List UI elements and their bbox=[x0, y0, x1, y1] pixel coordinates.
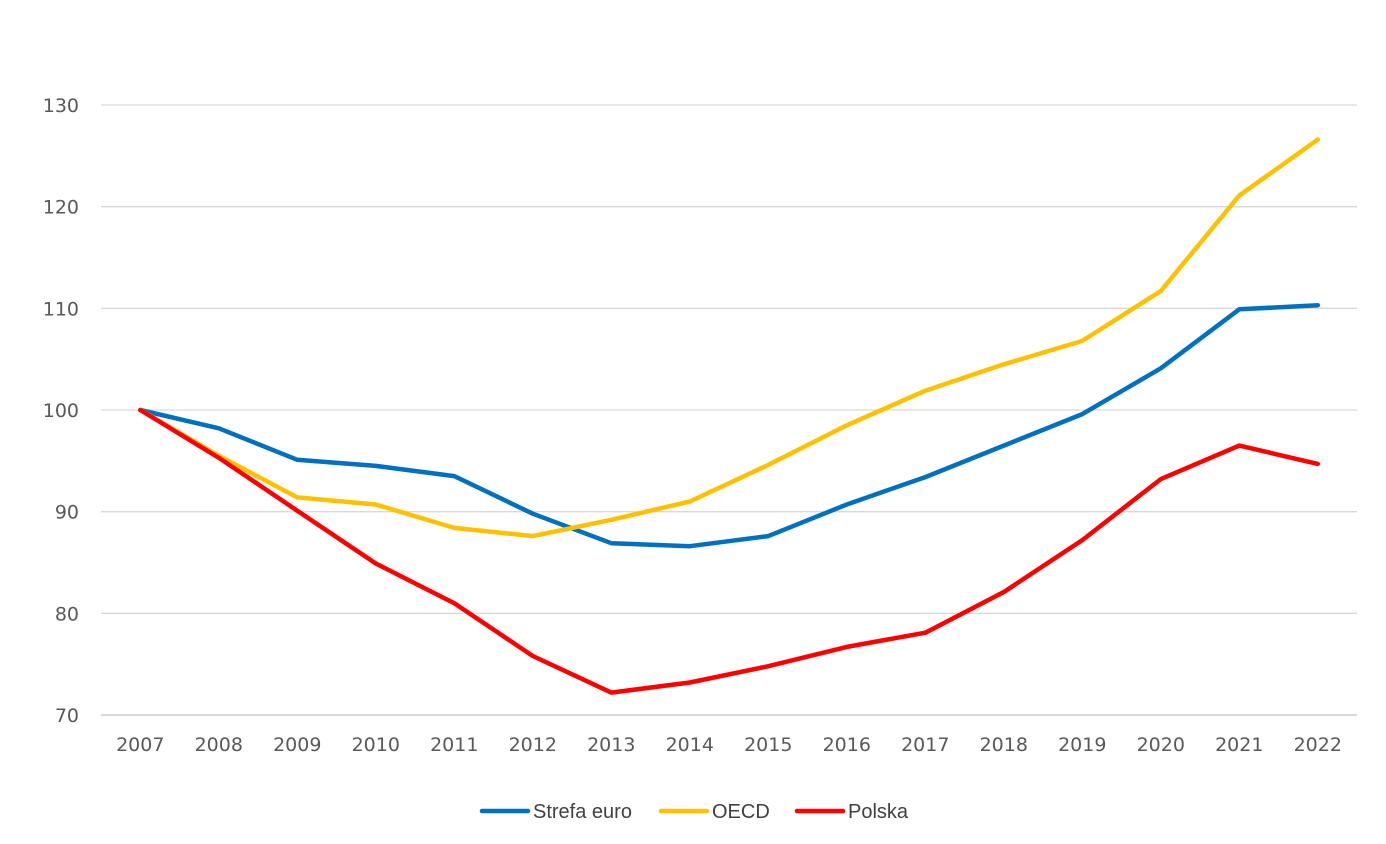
y-tick-label: 130 bbox=[43, 95, 79, 117]
y-tick-label: 120 bbox=[43, 197, 79, 219]
series-line-1 bbox=[138, 137, 1321, 539]
series-lines bbox=[138, 137, 1321, 695]
y-tick-label: 100 bbox=[43, 400, 79, 422]
legend: Strefa euro OECD Polska bbox=[479, 801, 909, 823]
x-tick-label: 2019 bbox=[1058, 734, 1106, 756]
x-tick-label: 2010 bbox=[352, 734, 400, 756]
x-tick-label: 2015 bbox=[744, 734, 792, 756]
x-tick-label: 2018 bbox=[980, 734, 1028, 756]
y-tick-label: 70 bbox=[55, 705, 79, 727]
x-tick-label: 2011 bbox=[430, 734, 478, 756]
x-tick-label: 2007 bbox=[116, 734, 164, 756]
y-tick-label: 90 bbox=[55, 502, 79, 524]
series-line-2 bbox=[138, 407, 1321, 695]
x-tick-label: 2021 bbox=[1215, 734, 1263, 756]
x-tick-label: 2017 bbox=[901, 734, 949, 756]
y-tick-label: 80 bbox=[55, 603, 79, 625]
x-tick-label: 2008 bbox=[195, 734, 243, 756]
y-axis-ticks: 70 80 90 100 110 120 130 bbox=[43, 95, 79, 727]
x-axis-ticks: 2007 2008 2009 2010 2011 2012 2013 2014 2015 2016… bbox=[116, 734, 1342, 756]
series-line-0 bbox=[138, 303, 1321, 549]
x-tick-label: 2013 bbox=[587, 734, 635, 756]
y-tick-label: 110 bbox=[43, 298, 79, 320]
x-tick-label: 2009 bbox=[273, 734, 321, 756]
legend-label: OECD bbox=[712, 801, 770, 823]
x-tick-label: 2012 bbox=[509, 734, 557, 756]
legend-label: Strefa euro bbox=[533, 801, 632, 823]
x-tick-label: 2022 bbox=[1294, 734, 1342, 756]
gridlines bbox=[101, 104, 1357, 716]
x-tick-label: 2020 bbox=[1137, 734, 1185, 756]
x-tick-label: 2016 bbox=[823, 734, 871, 756]
x-tick-label: 2014 bbox=[666, 734, 714, 756]
legend-label: Polska bbox=[848, 801, 909, 823]
